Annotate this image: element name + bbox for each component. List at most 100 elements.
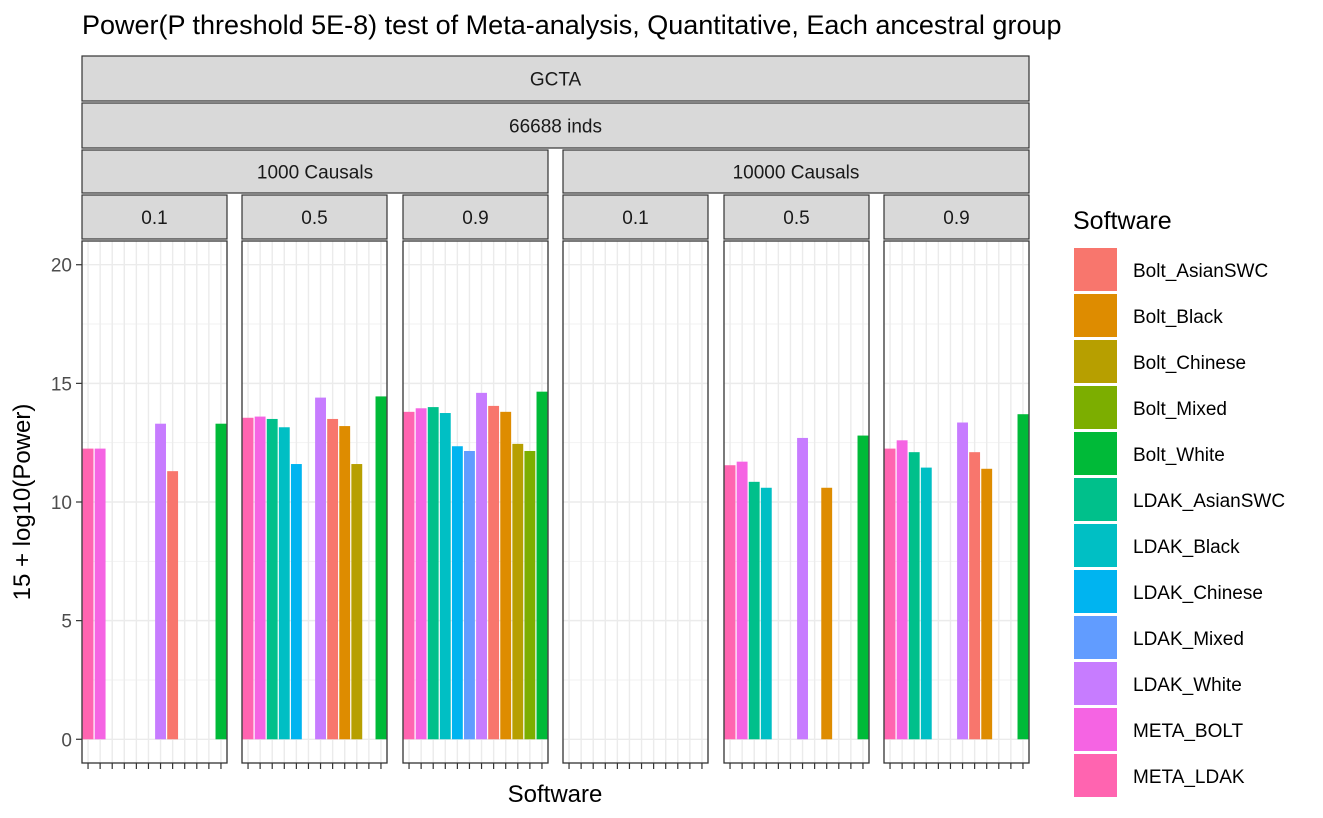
- bar-Bolt_AsianSWC: Bolt_AsianSWC: 13.5: [327, 418, 339, 740]
- bar-META_BOLT: META_BOLT: 12.6: [896, 440, 908, 740]
- bar-META_BOLT: META_BOLT: 13.6: [254, 416, 266, 740]
- bar-Bolt_White: Bolt_White: 14.45: [375, 396, 387, 740]
- strip-level1-bg: [81, 55, 1030, 102]
- bar-Bolt_AsianSWC: Bolt_AsianSWC: 12.1: [969, 452, 981, 740]
- strip-h2-3-bg: [402, 194, 549, 240]
- facet-strips: GCTA 66688 inds 1000 Causals 10000 Causals 0…: [81, 55, 1030, 240]
- bar-LDAK_White: LDAK_White: 12.7: [797, 437, 808, 740]
- strip-causals-10000-label: 10000 Causals: [733, 163, 860, 184]
- bar-LDAK_White: LDAK_White: 14.4: [315, 397, 326, 740]
- y-axis-label: 15 + log10(Power): [9, 404, 36, 601]
- legend-swatch: [1074, 708, 1117, 751]
- panel-2: META_LDAK: 13.55META_BOLT: 13.6LDAK_Asia…: [241, 240, 388, 769]
- legend-item-META_LDAK: META_LDAK: [1074, 754, 1245, 797]
- strip-level1-label: GCTA: [530, 70, 582, 91]
- strip-h2-4-label: 0.1: [622, 208, 648, 229]
- bar-Bolt_Black: Bolt_Black: 11.4: [981, 468, 993, 740]
- legend-label: Bolt_Black: [1133, 307, 1223, 328]
- bar-Bolt_Mixed: Bolt_Mixed: 12.15: [524, 450, 536, 740]
- legend-label: Bolt_Mixed: [1133, 399, 1227, 420]
- panel-border: [241, 240, 388, 764]
- strip-h2-2-label: 0.5: [301, 208, 327, 229]
- y-tick-label: 5: [61, 612, 72, 633]
- bar-LDAK_Mixed: LDAK_Mixed: 12.15: [464, 450, 475, 740]
- bar-Bolt_White: Bolt_White: 13.3: [215, 423, 227, 740]
- y-tick-label: 20: [51, 256, 72, 277]
- legend-label: LDAK_Black: [1133, 537, 1240, 558]
- legend-item-LDAK_AsianSWC: LDAK_AsianSWC: [1074, 478, 1285, 521]
- legend-swatch: [1074, 754, 1117, 797]
- legend-item-LDAK_Black: LDAK_Black: [1074, 524, 1240, 567]
- strip-h2-4-bg: [562, 194, 709, 240]
- legend-label: META_BOLT: [1133, 721, 1244, 742]
- legend-item-Bolt_White: Bolt_White: [1074, 432, 1225, 475]
- panel-5: META_LDAK: 11.55META_BOLT: 11.7LDAK_Asia…: [723, 240, 870, 769]
- strip-h2-6-label: 0.9: [943, 208, 969, 229]
- bar-Bolt_White: Bolt_White: 13.7: [1017, 414, 1029, 740]
- bar-LDAK_Chinese: LDAK_Chinese: 11.6: [290, 464, 302, 740]
- bar-Bolt_White: Bolt_White: 14.65: [536, 391, 548, 740]
- bar-META_BOLT: META_BOLT: 13.95: [415, 408, 427, 740]
- panel-6: META_LDAK: 12.25META_BOLT: 12.6LDAK_Asia…: [883, 240, 1030, 769]
- strip-level2-label: 66688 inds: [509, 117, 602, 138]
- bar-LDAK_Black: LDAK_Black: 13.75: [439, 413, 451, 740]
- panel-4: [562, 240, 709, 769]
- bar-LDAK_AsianSWC: LDAK_AsianSWC: 14: [427, 407, 439, 740]
- legend-swatch: [1074, 340, 1117, 383]
- legend-label: Bolt_White: [1133, 445, 1225, 466]
- legend-item-Bolt_Chinese: Bolt_Chinese: [1074, 340, 1246, 383]
- strip-h2-1-label: 0.1: [141, 208, 167, 229]
- panel-3: META_LDAK: 13.8META_BOLT: 13.95LDAK_Asia…: [402, 240, 549, 769]
- bar-LDAK_Chinese: LDAK_Chinese: 12.35: [451, 446, 463, 740]
- legend-swatch: [1074, 570, 1117, 613]
- bar-Bolt_White: Bolt_White: 12.8: [857, 435, 869, 740]
- legend-swatch: [1074, 248, 1117, 291]
- panel-border: [562, 240, 709, 764]
- panel-border: [883, 240, 1030, 764]
- strip-causals-1000-label: 1000 Causals: [257, 163, 373, 184]
- legend-item-LDAK_Mixed: LDAK_Mixed: [1074, 616, 1244, 659]
- y-tick-label: 15: [51, 374, 72, 395]
- bar-META_BOLT: META_BOLT: 12.25: [94, 448, 106, 740]
- strip-causals-10000-bg: [562, 149, 1030, 194]
- legend-item-Bolt_Black: Bolt_Black: [1074, 294, 1223, 337]
- bar-META_BOLT: META_BOLT: 11.7: [736, 461, 748, 740]
- bar-LDAK_White: LDAK_White: 13.3: [155, 423, 166, 740]
- bar-LDAK_White: LDAK_White: 14.6: [476, 392, 487, 740]
- bar-META_LDAK: META_LDAK: 11.55: [724, 465, 736, 740]
- strip-causals-1000-bg: [81, 149, 549, 194]
- bar-LDAK_AsianSWC: LDAK_AsianSWC: 12.1: [908, 452, 920, 740]
- legend-label: LDAK_AsianSWC: [1133, 491, 1285, 512]
- facet-panels: META_LDAK: 12.25 META_BOLT: 12.25 LDAK_Whi…: [81, 240, 1030, 769]
- bar-META_LDAK: META_LDAK: 13.8: [403, 411, 415, 740]
- bar-LDAK_AsianSWC: LDAK_AsianSWC: 13.5: [266, 418, 278, 740]
- legend-swatch: [1074, 662, 1117, 705]
- legend-item-LDAK_White: LDAK_White: [1074, 662, 1242, 705]
- legend: Software Bolt_AsianSWC Bolt_Black Bolt_Chin…: [1073, 207, 1285, 797]
- legend-swatch: [1074, 386, 1117, 429]
- panel-border: [723, 240, 870, 764]
- bar-Bolt_Black: Bolt_Black: 13.2: [339, 426, 351, 740]
- bar-LDAK_White: LDAK_White: 13.35: [957, 422, 968, 740]
- strip-level2-bg: [81, 102, 1030, 149]
- bar-Bolt_AsianSWC: Bolt_AsianSWC: 11.3: [167, 471, 179, 740]
- legend-swatch: [1074, 616, 1117, 659]
- strip-h2-6-bg: [883, 194, 1030, 240]
- chart-title: Power(P threshold 5E-8) test of Meta-ana…: [82, 10, 1062, 40]
- legend-swatch: [1074, 478, 1117, 521]
- panel-border: [402, 240, 549, 764]
- strip-h2-3-label: 0.9: [462, 208, 488, 229]
- bar-LDAK_AsianSWC: LDAK_AsianSWC: 10.85: [748, 481, 760, 740]
- bar-META_LDAK: META_LDAK: 12.25: [884, 448, 896, 740]
- strip-h2-2-bg: [241, 194, 388, 240]
- legend-item-META_BOLT: META_BOLT: [1074, 708, 1244, 751]
- x-axis-label: Software: [508, 781, 603, 808]
- y-tick-label: 0: [61, 730, 72, 751]
- bar-Bolt_Chinese: Bolt_Chinese: 11.6: [351, 464, 363, 740]
- bar-Bolt_Black: Bolt_Black: 10.6: [821, 487, 833, 740]
- y-axis: 0 5 10 15 20: [51, 256, 82, 751]
- legend-label: LDAK_Mixed: [1133, 629, 1244, 650]
- strip-h2-5-bg: [723, 194, 870, 240]
- legend-item-Bolt_Mixed: Bolt_Mixed: [1074, 386, 1227, 429]
